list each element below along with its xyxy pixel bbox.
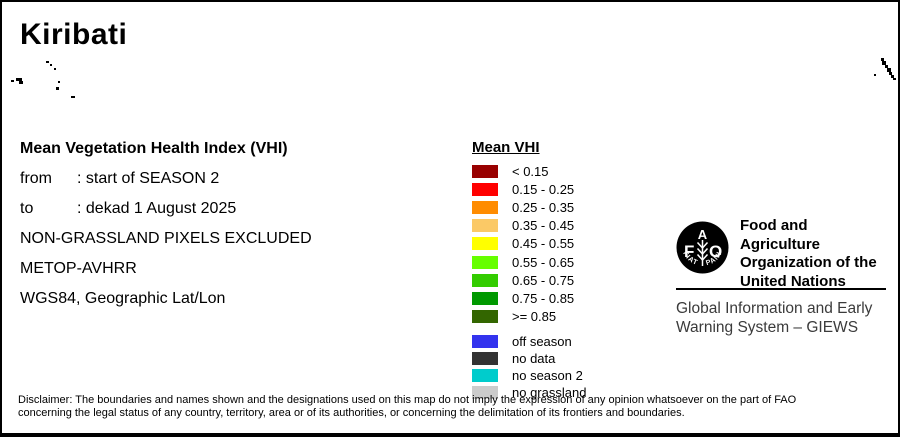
giews-label: Global Information and Early Warning Sys… — [676, 300, 873, 336]
svg-text:F: F — [684, 242, 694, 261]
legend-row: no grassland — [472, 384, 586, 401]
legend-swatch — [472, 291, 498, 305]
svg-text:A: A — [698, 227, 708, 242]
legend-swatch — [472, 334, 498, 348]
legend-label: 0.75 - 0.85 — [512, 290, 575, 306]
legend-label: >= 0.85 — [512, 309, 557, 325]
divider-line — [676, 288, 886, 290]
legend-title: Mean VHI — [472, 139, 540, 156]
legend-row: 0.45 - 0.55 — [472, 235, 586, 253]
legend-label: 0.65 - 0.75 — [512, 272, 575, 288]
legend-row: < 0.15 — [472, 162, 586, 180]
legend-row: off season — [472, 333, 586, 350]
legend-swatch — [472, 385, 498, 399]
pixels-excluded-note: NON-GRASSLAND PIXELS EXCLUDED — [20, 230, 312, 247]
legend-row: 0.15 - 0.25 — [472, 180, 586, 198]
page-title: Kiribati — [20, 18, 128, 51]
legend-swatch — [472, 368, 498, 382]
fao-logo-icon: A F O FIAT PANIS — [676, 221, 729, 274]
island-marker — [874, 74, 876, 76]
island-marker — [881, 58, 884, 61]
legend-swatch — [472, 200, 498, 214]
legend-label: no data — [512, 350, 556, 366]
legend-swatch — [472, 273, 498, 287]
legend-swatch — [472, 164, 498, 178]
legend-label: < 0.15 — [512, 163, 549, 179]
vhi-legend: Mean VHI < 0.15 0.15 - 0.25 0.25 - 0.35 … — [472, 139, 586, 401]
disclaimer-line-2: concerning the legal status of any count… — [18, 407, 685, 419]
legend-label: no grassland — [512, 384, 587, 400]
legend-label: 0.35 - 0.45 — [512, 218, 575, 234]
island-marker — [50, 64, 52, 66]
island-marker — [54, 68, 56, 70]
legend-spacer — [472, 326, 586, 333]
map-info-block: Mean Vegetation Health Index (VHI) from:… — [20, 134, 312, 314]
island-marker — [887, 68, 891, 72]
map-subtitle: Mean Vegetation Health Index (VHI) — [20, 140, 288, 157]
period-from-value: : start of SEASON 2 — [77, 170, 220, 187]
sensor-note: METOP-AVHRR — [20, 260, 137, 277]
island-marker — [885, 65, 888, 68]
island-marker — [19, 81, 23, 84]
legend-label: 0.45 - 0.55 — [512, 236, 575, 252]
legend-label: no season 2 — [512, 367, 583, 383]
legend-label: 0.15 - 0.25 — [512, 181, 575, 197]
legend-swatch — [472, 255, 498, 269]
legend-row: 0.35 - 0.45 — [472, 217, 586, 235]
island-marker — [891, 75, 894, 78]
legend-row: >= 0.85 — [472, 308, 586, 326]
legend-swatch — [472, 219, 498, 233]
island-marker — [56, 87, 59, 90]
legend-label: 0.25 - 0.35 — [512, 199, 575, 215]
legend-row: 0.25 - 0.35 — [472, 198, 586, 216]
legend-row: 0.65 - 0.75 — [472, 271, 586, 289]
fao-org-name: Food and Agriculture Organization of the… — [740, 217, 877, 290]
island-marker — [16, 78, 22, 81]
period-from-label: from — [20, 170, 52, 187]
island-marker — [889, 72, 892, 75]
island-marker — [46, 61, 49, 63]
island-marker — [882, 61, 886, 65]
island-marker — [58, 81, 60, 83]
period-to-label: to — [20, 200, 34, 217]
legend-row: 0.75 - 0.85 — [472, 289, 586, 307]
period-to-line: to : dekad 1 August 2025 — [20, 194, 312, 224]
legend-row: no season 2 — [472, 367, 586, 384]
legend-label: off season — [512, 333, 572, 349]
island-marker — [71, 96, 75, 98]
legend-swatch — [472, 182, 498, 196]
svg-text:O: O — [709, 242, 722, 261]
legend-label: 0.55 - 0.65 — [512, 254, 575, 270]
disclaimer-text: Disclaimer: The boundaries and names sho… — [18, 394, 796, 420]
period-from-line: from : start of SEASON 2 — [20, 164, 312, 194]
legend-swatch — [472, 237, 498, 251]
period-to-value: : dekad 1 August 2025 — [77, 200, 237, 217]
legend-swatch — [472, 351, 498, 365]
legend-swatch — [472, 310, 498, 324]
disclaimer-line-1: Disclaimer: The boundaries and names sho… — [18, 394, 797, 406]
projection-note: WGS84, Geographic Lat/Lon — [20, 290, 226, 307]
island-marker — [893, 78, 896, 80]
island-marker — [11, 80, 14, 82]
legend-row: no data — [472, 350, 586, 367]
legend-row: 0.55 - 0.65 — [472, 253, 586, 271]
